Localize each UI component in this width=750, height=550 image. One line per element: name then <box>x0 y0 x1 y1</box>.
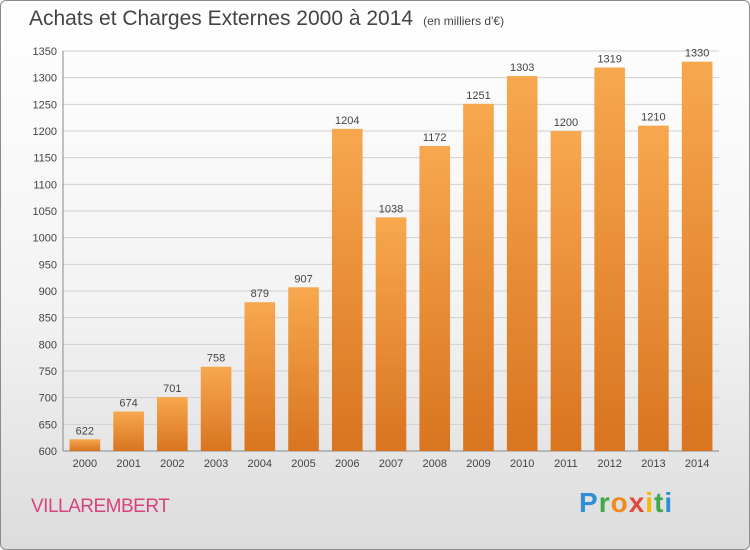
y-tick-label: 700 <box>39 393 57 405</box>
bar <box>157 397 188 451</box>
x-tick-label: 2000 <box>73 458 97 470</box>
chart-subtitle: (en milliers d'€) <box>423 14 505 28</box>
bar-value-label: 701 <box>163 383 181 395</box>
bar <box>550 131 582 451</box>
bar-value-label: 907 <box>294 273 312 285</box>
bar-value-label: 1210 <box>641 112 665 124</box>
bars-layer <box>69 61 713 452</box>
bar <box>69 439 101 451</box>
bar-value-label: 879 <box>251 288 269 300</box>
bar <box>681 61 713 452</box>
x-tick-label: 2013 <box>641 458 665 470</box>
y-tick-label: 850 <box>39 313 57 325</box>
bar <box>244 302 276 451</box>
bar-value-label: 1204 <box>335 115 359 127</box>
bar <box>288 287 319 451</box>
bar-value-label: 1330 <box>685 48 709 60</box>
y-tick-label: 1150 <box>33 153 57 165</box>
bar <box>113 411 144 451</box>
x-tick-label: 2007 <box>379 458 403 470</box>
logo-letter: P <box>579 487 599 518</box>
bar-value-label: 1251 <box>466 90 490 102</box>
commune-name: VILLAREMBERT <box>31 496 170 517</box>
logo-letter: i <box>664 487 674 518</box>
bar <box>331 128 363 451</box>
y-tick-label: 900 <box>39 286 57 298</box>
y-tick-label: 1000 <box>33 233 57 245</box>
y-tick-label: 1350 <box>33 46 57 58</box>
bar <box>463 103 494 452</box>
logo-letter: t <box>654 487 665 518</box>
logo-letter: i <box>645 487 655 518</box>
x-tick-label: 2003 <box>204 458 228 470</box>
x-tick-label: 2010 <box>510 458 534 470</box>
bar <box>638 125 669 452</box>
bar-value-label: 622 <box>76 425 94 437</box>
y-tick-label: 600 <box>39 446 57 458</box>
bar-value-label: 1172 <box>423 132 447 144</box>
logo-letter: x <box>628 487 646 518</box>
x-tick-label: 2012 <box>597 458 621 470</box>
y-tick-label: 1300 <box>33 73 57 85</box>
y-tick-label: 800 <box>39 339 57 351</box>
y-tick-label: 1100 <box>33 179 57 191</box>
y-tick-label: 1250 <box>33 99 57 111</box>
bar-value-label: 674 <box>119 398 137 410</box>
y-tick-label: 650 <box>39 419 57 431</box>
proxiti-logo: Proxiti <box>579 487 673 519</box>
y-tick-label: 750 <box>39 366 57 378</box>
y-tick-label: 1050 <box>33 206 57 218</box>
bar <box>375 217 407 451</box>
bar <box>594 67 625 452</box>
bar-value-label: 758 <box>207 353 225 365</box>
y-tick-label: 1200 <box>33 126 57 138</box>
bar <box>419 145 451 451</box>
x-tick-label: 2006 <box>335 458 359 470</box>
x-tick-label: 2005 <box>291 458 315 470</box>
x-tick-label: 2009 <box>466 458 490 470</box>
bar <box>506 76 538 452</box>
chart-title: Achats et Charges Externes 2000 à 2014 (e… <box>29 7 504 31</box>
x-tick-label: 2014 <box>685 458 709 470</box>
x-tick-label: 2001 <box>116 458 140 470</box>
y-tick-label: 950 <box>39 259 57 271</box>
logo-letter: o <box>610 487 629 518</box>
bar <box>200 366 232 451</box>
logo-letter: r <box>598 487 611 518</box>
bar-value-label: 1038 <box>379 203 403 215</box>
bar-value-label: 1303 <box>510 62 534 74</box>
x-tick-label: 2008 <box>422 458 446 470</box>
x-tick-label: 2002 <box>160 458 184 470</box>
bar-value-label: 1200 <box>554 117 578 129</box>
x-tick-label: 2011 <box>554 458 578 470</box>
labels-layer: 600 650 700 750 800 850 900 950 1000 1050 1100 1150… <box>33 46 710 470</box>
x-tick-label: 2004 <box>248 458 272 470</box>
bar-value-label: 1319 <box>597 54 621 66</box>
chart-title-text: Achats et Charges Externes 2000 à 2014 <box>29 7 414 30</box>
